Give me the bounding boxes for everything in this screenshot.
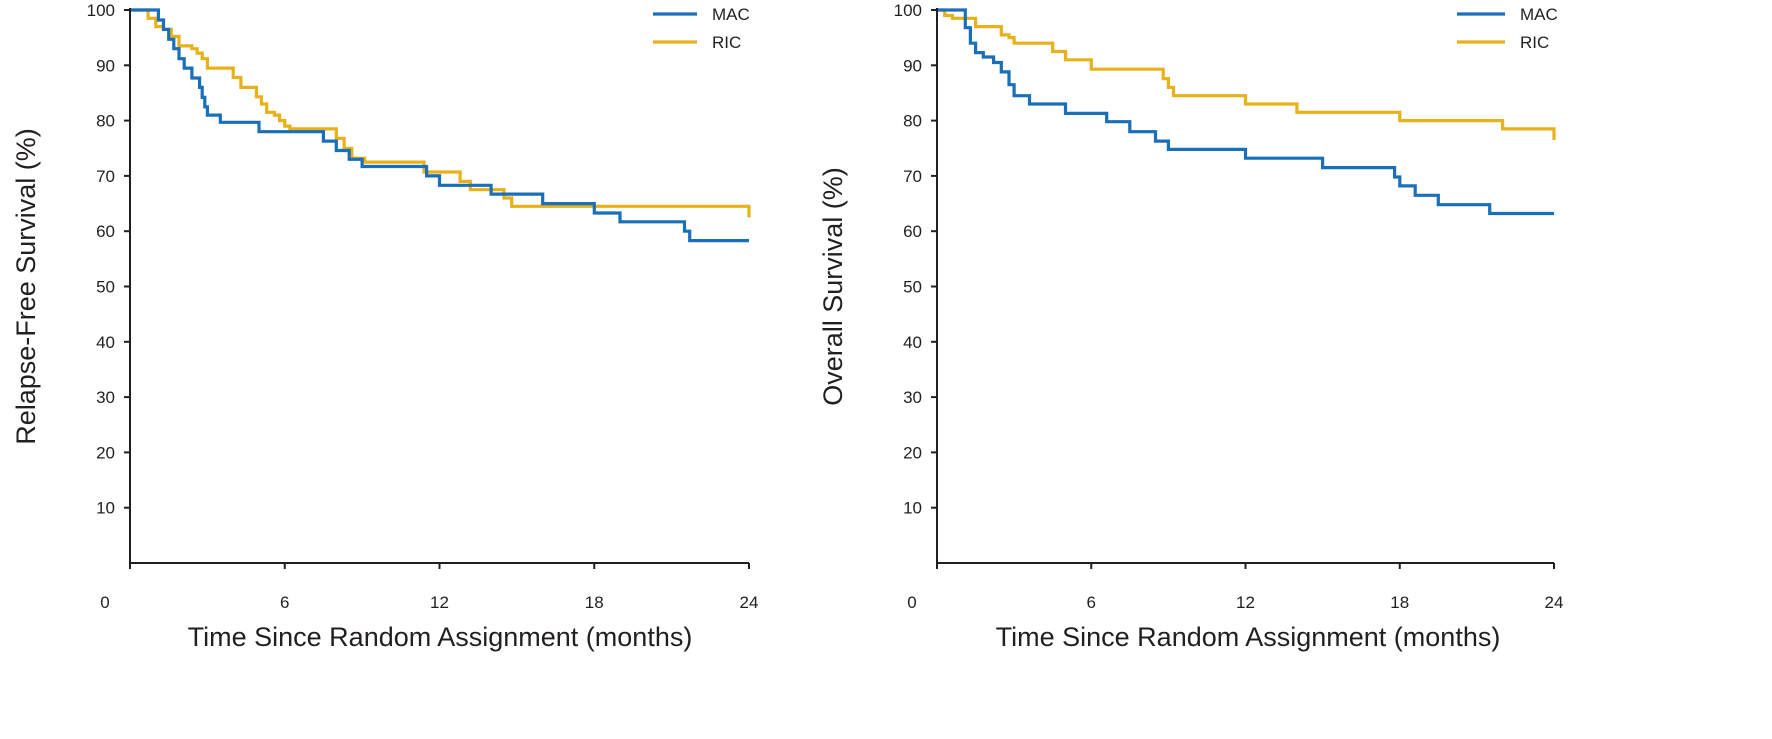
rfs-y-tick-label: 80	[96, 112, 115, 131]
os-axes	[936, 8, 1554, 564]
os-y-tick-label: 30	[903, 388, 922, 407]
os-y-tick-label: 60	[903, 222, 922, 241]
os-series-layer	[937, 8, 1556, 216]
os-x-tick-label: 18	[1390, 593, 1409, 612]
rfs-series-mac-line	[130, 8, 749, 243]
rfs-x-axis-label: Time Since Random Assignment (months)	[188, 622, 693, 652]
rfs-legend-label-ric: RIC	[712, 33, 741, 52]
rfs-series-layer	[130, 8, 751, 243]
rfs-x-tick-label: 12	[430, 593, 449, 612]
os-y-tick-label: 50	[903, 278, 922, 297]
rfs-y-tick-label: 40	[96, 333, 115, 352]
rfs-x-tick-label: 6	[280, 593, 289, 612]
os-x-tick-label: 12	[1236, 593, 1255, 612]
os-x-tick-label: 24	[1545, 593, 1564, 612]
os-ticks: 10 20 30 40 50 60 70 80 90 100 0 6 12 18 24	[894, 1, 1564, 612]
os-y-tick-label: 10	[903, 499, 922, 518]
os-legend: MAC RIC	[1457, 5, 1558, 52]
rfs-y-axis-label: Relapse-Free Survival (%)	[11, 128, 41, 445]
rfs-x-tick-label: 24	[740, 593, 759, 612]
rfs-y-tick-label: 100	[87, 1, 115, 20]
rfs-x-tick-label: 18	[585, 593, 604, 612]
os-x-tick-label: 6	[1087, 593, 1096, 612]
os-y-axis-label: Overall Survival (%)	[818, 167, 848, 406]
os-y-tick-label: 90	[903, 56, 922, 75]
rfs-ticks: 10 20 30 40 50 60 70 80 90 100 0 6 12 18 24	[87, 1, 759, 612]
os-legend-label-ric: RIC	[1520, 33, 1549, 52]
os-y-tick-label: 40	[903, 333, 922, 352]
rfs-legend: MAC RIC	[653, 5, 750, 52]
os-legend-label-mac: MAC	[1520, 5, 1558, 24]
rfs-x-tick-label: 0	[100, 593, 109, 612]
os-series-ric-line	[937, 8, 1556, 140]
rfs-y-tick-label: 10	[96, 499, 115, 518]
rfs-y-tick-label: 90	[96, 56, 115, 75]
os-y-tick-label: 70	[903, 167, 922, 186]
rfs-y-tick-label: 50	[96, 278, 115, 297]
relapse-free-survival-panel: 10 20 30 40 50 60 70 80 90 100 0 6 12 18 24 Relapse-Fr…	[11, 1, 758, 652]
os-x-tick-label: 0	[907, 593, 916, 612]
os-series-mac-line	[937, 8, 1554, 216]
os-y-tick-label: 100	[894, 1, 922, 20]
os-x-axis-label: Time Since Random Assignment (months)	[996, 622, 1501, 652]
rfs-y-tick-label: 70	[96, 167, 115, 186]
rfs-y-tick-label: 20	[96, 443, 115, 462]
overall-survival-panel: 10 20 30 40 50 60 70 80 90 100 0 6 12 18 24 Overall Su…	[818, 1, 1563, 652]
rfs-legend-label-mac: MAC	[712, 5, 750, 24]
rfs-y-tick-label: 60	[96, 222, 115, 241]
rfs-y-tick-label: 30	[96, 388, 115, 407]
os-y-tick-label: 20	[903, 443, 922, 462]
os-y-tick-label: 80	[903, 112, 922, 131]
rfs-axes	[129, 8, 749, 564]
